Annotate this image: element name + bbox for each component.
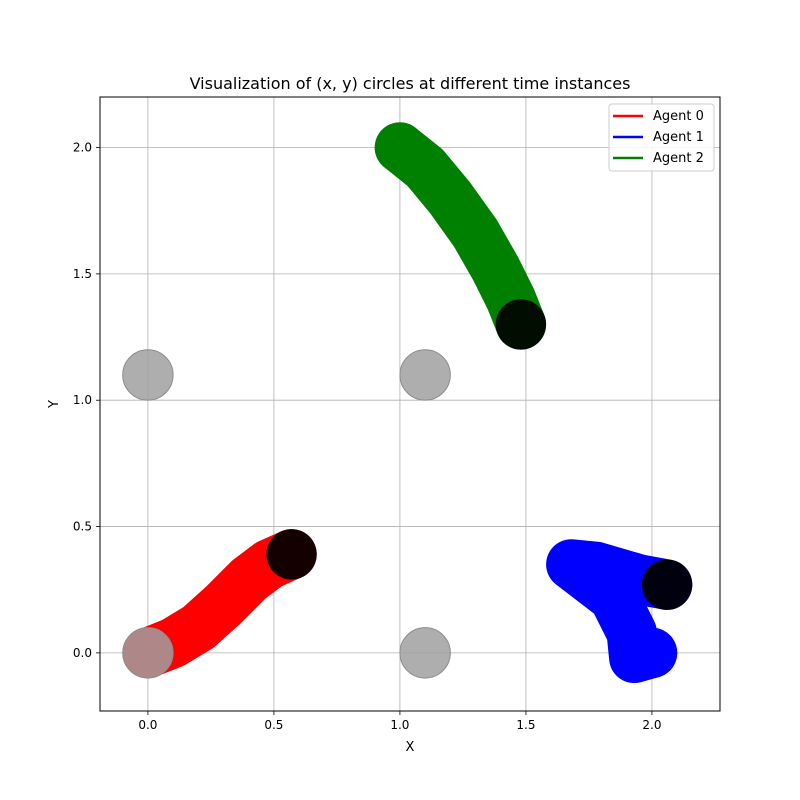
agent-1-start-marker bbox=[626, 627, 678, 679]
legend-box bbox=[608, 103, 715, 172]
x-tick-label: 1.5 bbox=[516, 718, 535, 732]
agent-0-end-marker bbox=[266, 529, 317, 580]
x-tick-label: 1.0 bbox=[390, 718, 409, 732]
x-axis-label: X bbox=[406, 740, 415, 755]
y-tick-label: 1.5 bbox=[73, 267, 92, 281]
obstacle-0 bbox=[122, 349, 174, 401]
legend: Agent 0 Agent 1 Agent 2 bbox=[608, 103, 715, 172]
y-tick-label: 1.0 bbox=[73, 393, 92, 407]
obstacle-2 bbox=[122, 627, 174, 679]
agent-2-trail bbox=[374, 122, 547, 350]
agent-2-start-marker bbox=[374, 122, 426, 173]
plot-frame bbox=[99, 96, 721, 712]
obstacle-1 bbox=[399, 349, 451, 401]
axis-ticks: 0.0 0.5 1.0 1.5 2.0 0.0 0.5 1.0 1.5 2.0 bbox=[73, 141, 662, 732]
agent-2-end-marker bbox=[495, 299, 547, 350]
legend-label-agent-1: Agent 1 bbox=[653, 130, 704, 145]
legend-label-agent-2: Agent 2 bbox=[653, 151, 704, 166]
y-tick-label: 0.0 bbox=[73, 646, 92, 660]
x-tick-label: 0.5 bbox=[264, 718, 283, 732]
chart-title: Visualization of (x, y) circles at diffe… bbox=[190, 74, 631, 93]
obstacles bbox=[122, 349, 451, 679]
y-tick-label: 0.5 bbox=[73, 520, 92, 534]
agent-1-end-marker bbox=[641, 559, 693, 610]
legend-label-agent-0: Agent 0 bbox=[653, 109, 704, 124]
y-axis-label: Y bbox=[47, 400, 62, 409]
agent-markers bbox=[266, 299, 693, 610]
x-tick-label: 0.0 bbox=[138, 718, 157, 732]
obstacle-3 bbox=[399, 627, 451, 679]
y-tick-label: 2.0 bbox=[73, 141, 92, 155]
x-tick-label: 2.0 bbox=[642, 718, 661, 732]
